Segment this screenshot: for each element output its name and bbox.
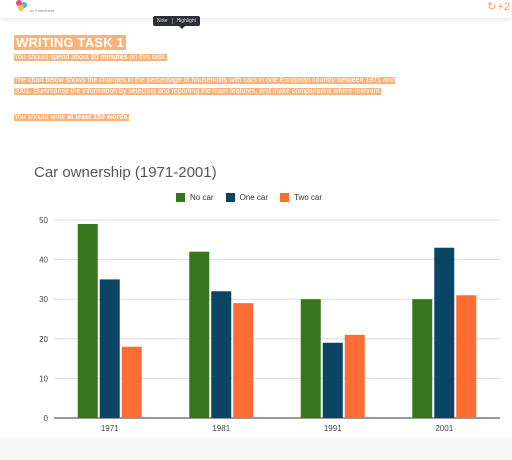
logo-subtitle: by Examiners — [30, 8, 55, 13]
y-tick-label: 30 — [39, 295, 48, 304]
prompt-line-2: 2001. Summarise the information by selec… — [14, 88, 382, 95]
task-prompt: The chart below shows the changes in the… — [14, 75, 494, 97]
highlight-button[interactable]: Highlight — [176, 18, 197, 24]
legend-swatch — [225, 193, 235, 202]
legend-item-no-car: No car — [176, 193, 214, 202]
bar-two-car — [121, 346, 142, 418]
bar-two-car — [233, 303, 254, 418]
bar-no-car — [189, 251, 210, 418]
y-tick-label: 20 — [39, 335, 48, 344]
y-tick-label: 40 — [39, 256, 48, 265]
bar-one-car — [322, 342, 343, 418]
spend-post: on this task. — [127, 54, 167, 61]
top-bar: by Examiners ↻ +2 — [0, 0, 512, 18]
legend-label: No car — [190, 193, 214, 202]
corner-badge[interactable]: ↻ +2 — [487, 0, 510, 14]
bar-two-car — [344, 334, 365, 418]
time-instruction: You should spend about 20 minutes on thi… — [14, 52, 167, 63]
legend-item-two-car: Two car — [280, 193, 322, 202]
bar-no-car — [412, 299, 433, 418]
word-instruction: You should write at least 150 words. — [14, 112, 130, 123]
legend-label: One car — [239, 193, 269, 202]
bar-no-car — [300, 299, 321, 418]
highlight-toolbar: Note Highlight — [153, 16, 201, 29]
corner-text: +2 — [497, 0, 510, 13]
task-title: WRITING TASK 1 — [14, 35, 126, 50]
legend-swatch — [176, 193, 185, 202]
bar-one-car — [434, 247, 455, 418]
refresh-icon: ↻ — [487, 1, 497, 13]
legend-swatch — [280, 193, 290, 202]
bar-two-car — [456, 295, 477, 418]
write-bold: at least 150 words. — [67, 114, 130, 121]
prompt-line-1: The chart below shows the changes in the… — [14, 77, 395, 84]
legend-item-one-car: One car — [225, 193, 269, 202]
x-tick-label: 1991 — [324, 424, 342, 433]
brand-logo-icon[interactable] — [14, 0, 44, 12]
task-heading: WRITING TASK 1 — [14, 34, 504, 52]
bottom-strip — [0, 438, 512, 460]
legend-label: Two car — [294, 193, 323, 202]
bar-no-car — [77, 223, 98, 418]
write-pre: You should write — [14, 114, 68, 121]
chart-title: Car ownership (1971-2001) — [34, 164, 217, 181]
y-tick-label: 50 — [39, 216, 48, 225]
spend-bold: 20 minutes — [90, 54, 128, 61]
note-button[interactable]: Note — [157, 18, 168, 24]
x-tick-label: 1981 — [212, 424, 230, 433]
x-tick-label: 1971 — [101, 424, 119, 433]
chart-legend: No car One car Two car — [176, 193, 322, 202]
y-tick-label: 10 — [39, 374, 48, 383]
spend-pre: You should spend about — [14, 54, 91, 61]
bar-one-car — [211, 291, 232, 418]
x-tick-label: 2001 — [435, 424, 453, 433]
bar-one-car — [99, 279, 120, 418]
toolbar-divider — [171, 18, 173, 24]
y-tick-label: 0 — [44, 414, 49, 423]
